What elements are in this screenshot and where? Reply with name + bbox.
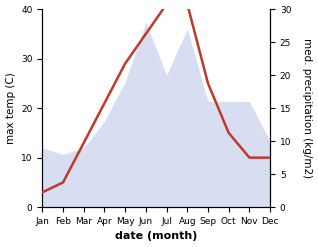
Y-axis label: max temp (C): max temp (C) [5,72,16,144]
Y-axis label: med. precipitation (kg/m2): med. precipitation (kg/m2) [302,38,313,178]
X-axis label: date (month): date (month) [115,231,197,242]
